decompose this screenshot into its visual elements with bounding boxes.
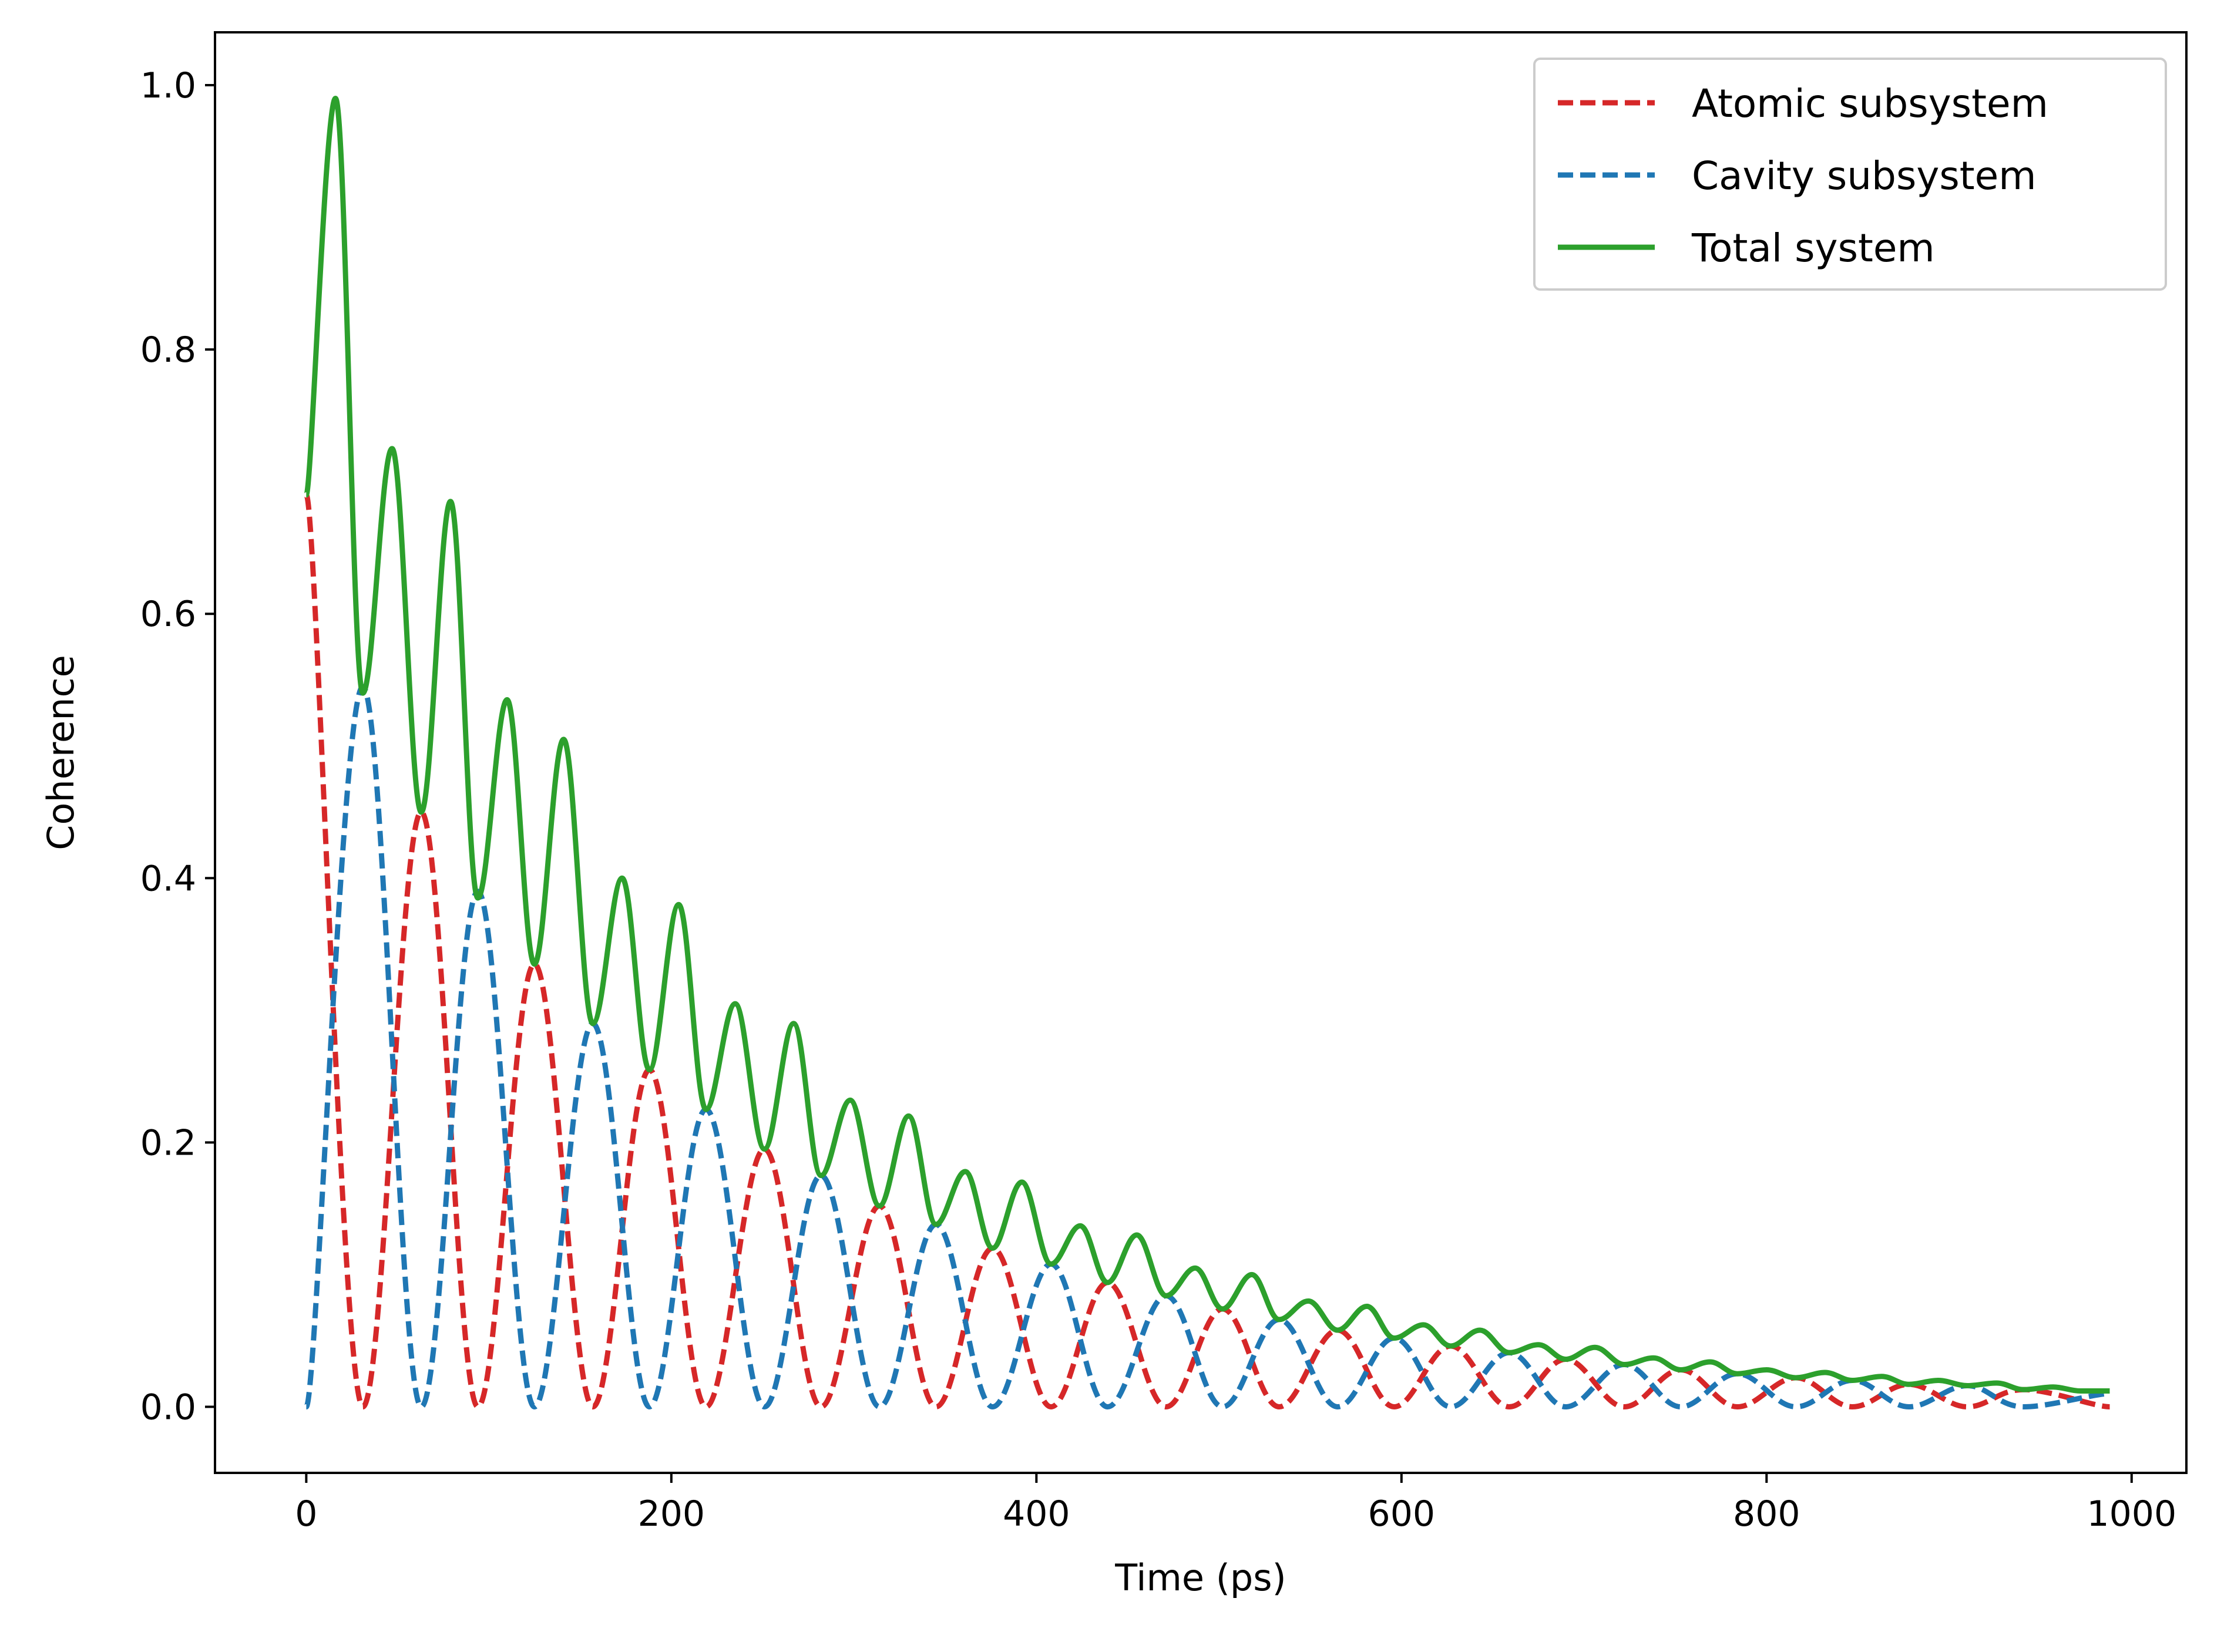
y-tick-label: 0.8: [140, 329, 196, 371]
legend-box: [1533, 58, 2167, 291]
series-line-total-system: [303, 96, 2110, 1394]
x-tick-label: 600: [1368, 1493, 1436, 1535]
legend: Atomic subsystem Cavity subsystem Total sy…: [1533, 58, 2167, 291]
x-tick-label: 400: [1003, 1493, 1070, 1535]
y-tick-label: 0.2: [140, 1122, 196, 1163]
y-axis-label: Coherence: [39, 655, 82, 850]
legend-entry-label: Cavity subsystem: [1692, 153, 2037, 198]
x-tick-label: 800: [1733, 1493, 1800, 1535]
series-line-atomic-subsystem: [303, 492, 2110, 1409]
plot-frame: [214, 31, 2188, 1474]
legend-entry-label: Total system: [1691, 226, 1935, 271]
y-axis-ticks: 0.0 0.2 0.4 0.6 0.8 1.0: [140, 65, 215, 1428]
x-tick-label: 1000: [2087, 1493, 2176, 1535]
x-axis-ticks: 0 200 400 600 800 1000: [295, 1473, 2176, 1535]
x-axis-label: Time (ps): [1114, 1556, 1286, 1599]
y-tick-label: 1.0: [140, 65, 196, 106]
y-tick-label: 0.4: [140, 858, 196, 899]
legend-entry-label: Atomic subsystem: [1692, 81, 2048, 126]
x-tick-label: 0: [295, 1493, 317, 1535]
y-tick-label: 0.6: [140, 594, 196, 635]
y-tick-label: 0.0: [140, 1387, 196, 1428]
x-tick-label: 200: [638, 1493, 705, 1535]
series-layer: [303, 96, 2110, 1409]
